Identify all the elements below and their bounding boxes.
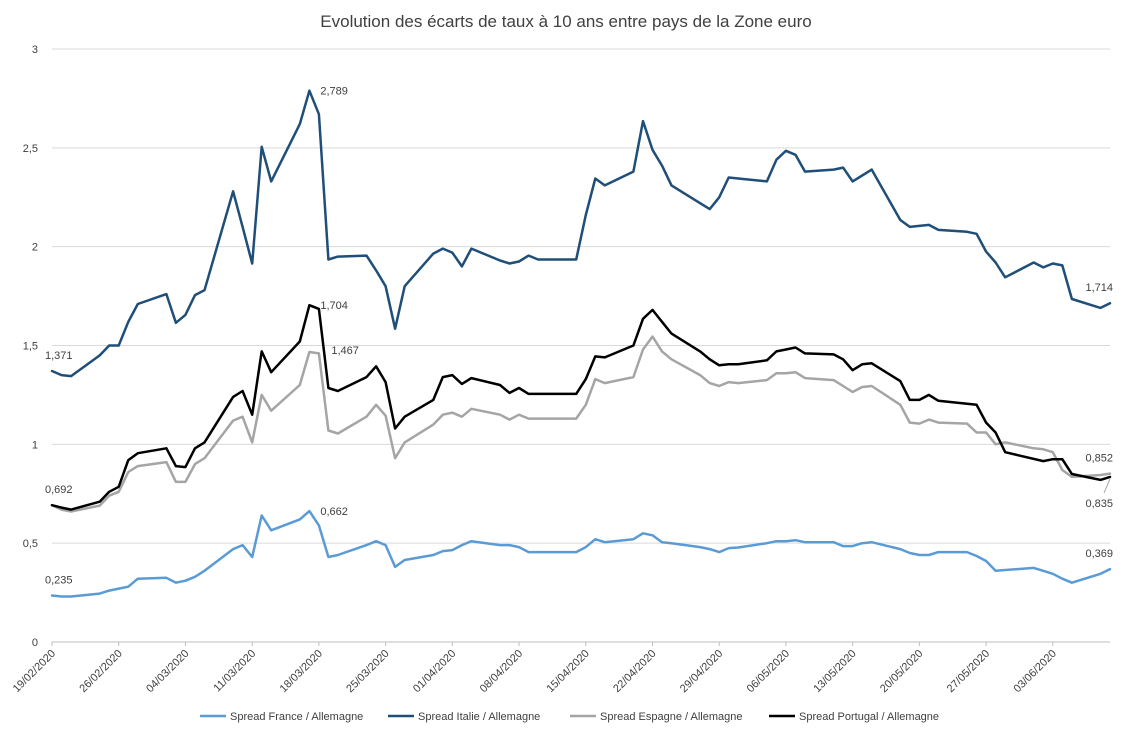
- data-label: 1,371: [45, 350, 73, 362]
- x-tick-label: 04/03/2020: [144, 648, 191, 695]
- x-tick-label: 06/05/2020: [745, 648, 792, 695]
- series-line-1: [50, 89, 1112, 378]
- data-label: 1,467: [331, 345, 359, 357]
- y-tick-label: 2: [32, 242, 38, 254]
- y-tick-label: 2,5: [23, 143, 38, 155]
- legend-label-3: Spread Portugal / Allemagne: [799, 711, 939, 723]
- series-line-3: [50, 303, 1112, 511]
- chart-title: Evolution des écarts de taux à 10 ans en…: [320, 12, 811, 31]
- data-label: 1,704: [320, 300, 348, 312]
- y-axis-ticks: 0 0,5 1 1,5 2 2,5 3: [23, 44, 38, 649]
- legend-label-0: Spread France / Allemagne: [230, 711, 363, 723]
- data-label: 0,369: [1085, 548, 1113, 560]
- data-label: 1,714: [1085, 282, 1113, 294]
- x-tick-label: 22/04/2020: [611, 648, 658, 695]
- x-tick-label: 13/05/2020: [811, 648, 858, 695]
- x-tick-label: 20/05/2020: [878, 648, 925, 695]
- x-tick-label: 29/04/2020: [678, 648, 725, 695]
- x-tick-label: 03/06/2020: [1012, 648, 1059, 695]
- data-labels: 0,235 0,662 0,369 1,371 2,789 1,714 1,467 0,852…: [45, 86, 1113, 587]
- data-label: 0,662: [320, 506, 348, 518]
- data-label: 0,852: [1085, 453, 1113, 465]
- series-line-0: [50, 509, 1112, 598]
- data-label: 0,835: [1085, 498, 1113, 510]
- legend-label-1: Spread Italie / Allemagne: [418, 711, 540, 723]
- series-line-2: [50, 335, 1112, 513]
- x-tick-label: 25/03/2020: [344, 648, 391, 695]
- y-tick-label: 1,5: [23, 341, 38, 353]
- data-label: 0,692: [45, 484, 73, 496]
- x-axis-ticks: 19/02/2020 26/02/2020 04/03/2020 11/03/2020…: [11, 642, 1059, 695]
- x-tick-label: 19/02/2020: [11, 648, 58, 695]
- legend-label-2: Spread Espagne / Allemagne: [600, 711, 743, 723]
- y-tick-label: 1: [32, 439, 38, 451]
- legend: Spread France / Allemagne Spread Italie /…: [200, 711, 939, 723]
- data-label: 2,789: [320, 86, 348, 98]
- y-tick-label: 0: [32, 637, 38, 649]
- series-lines: [50, 89, 1112, 598]
- x-tick-label: 11/03/2020: [211, 648, 258, 695]
- x-tick-label: 08/04/2020: [478, 648, 525, 695]
- x-tick-label: 27/05/2020: [945, 648, 992, 695]
- x-tick-label: 01/04/2020: [411, 648, 458, 695]
- data-label-leader: [1103, 478, 1111, 494]
- y-tick-label: 3: [32, 44, 38, 56]
- x-tick-label: 26/02/2020: [77, 648, 124, 695]
- x-tick-label: 15/04/2020: [544, 648, 591, 695]
- y-tick-label: 0,5: [23, 538, 38, 550]
- x-tick-label: 18/03/2020: [278, 648, 325, 695]
- data-label: 0,235: [45, 575, 73, 587]
- gridlines: [52, 48, 1110, 643]
